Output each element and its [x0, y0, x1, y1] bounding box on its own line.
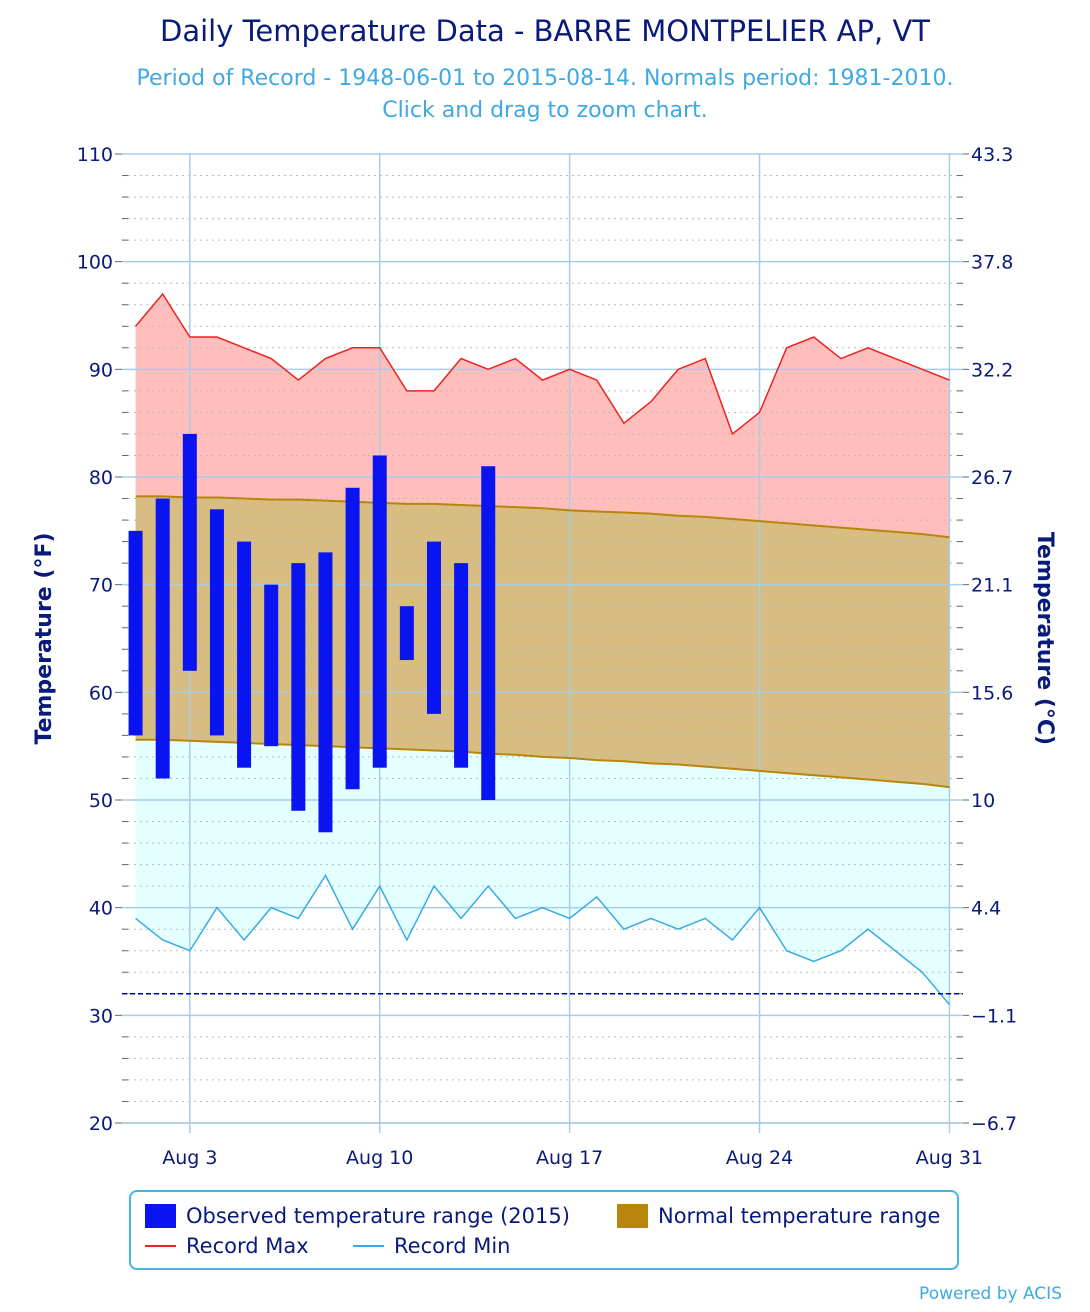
observed-bar[interactable] — [264, 584, 279, 747]
y-tick-label-left: 40 — [89, 898, 113, 920]
y-tick-label-right: 10 — [971, 790, 995, 812]
y-tick-label-right: 26.7 — [971, 467, 1013, 489]
y-tick-label-right: 43.3 — [971, 144, 1013, 166]
observed-bar[interactable] — [209, 509, 224, 736]
chart-legend: Observed temperature range (2015) Normal… — [129, 1190, 959, 1270]
y-tick-label-right: −1.1 — [971, 1005, 1017, 1027]
legend-record-min-label: Record Min — [394, 1234, 511, 1258]
legend-record-min[interactable]: Record Min — [353, 1234, 511, 1258]
y-tick-label-right: 32.2 — [971, 359, 1013, 381]
observed-bar[interactable] — [399, 606, 414, 661]
observed-bar[interactable] — [237, 541, 252, 768]
legend-normal-label: Normal temperature range — [658, 1204, 941, 1228]
legend-normal-swatch — [617, 1204, 648, 1228]
y-axis-title-right: Temperature (°C) — [1032, 532, 1057, 745]
y-tick-label-left: 70 — [89, 575, 113, 597]
observed-bar[interactable] — [128, 530, 143, 736]
y-tick-label-left: 30 — [89, 1005, 113, 1027]
x-tick-label: Aug 3 — [162, 1147, 217, 1169]
legend-record-min-line — [353, 1245, 384, 1247]
legend-observed-swatch — [145, 1204, 176, 1228]
y-tick-label-right: 21.1 — [971, 575, 1013, 597]
observed-bar[interactable] — [318, 552, 333, 833]
observed-bar[interactable] — [155, 498, 170, 779]
legend-observed[interactable]: Observed temperature range (2015) — [145, 1204, 570, 1228]
observed-bar[interactable] — [182, 433, 197, 671]
record-max-line — [134, 292, 950, 436]
normal-max-line — [135, 495, 950, 539]
chart-title: Daily Temperature Data - BARRE MONTPELIE… — [159, 14, 930, 48]
x-tick-label: Aug 24 — [726, 1147, 793, 1169]
observed-bars — [128, 433, 496, 833]
legend-observed-label: Observed temperature range (2015) — [186, 1204, 570, 1228]
powered-by-credit[interactable]: Powered by ACIS — [919, 1284, 1062, 1304]
x-tick-label: Aug 10 — [346, 1147, 413, 1169]
y-tick-label-right: 37.8 — [971, 252, 1013, 274]
y-tick-label-right: −6.7 — [971, 1113, 1017, 1135]
chart-subtitle-zoom-hint: Click and drag to zoom chart. — [382, 98, 708, 123]
y-tick-label-left: 80 — [89, 467, 113, 489]
y-tick-label-left: 20 — [89, 1113, 113, 1135]
legend-record-max-label: Record Max — [186, 1234, 309, 1258]
record-min-line — [135, 873, 951, 1006]
observed-bar[interactable] — [345, 487, 360, 790]
observed-bar[interactable] — [481, 466, 496, 800]
y-tick-label-left: 110 — [77, 144, 113, 166]
y-tick-label-left: 100 — [77, 252, 113, 274]
legend-record-max[interactable]: Record Max — [145, 1234, 309, 1258]
grid-lines — [122, 153, 963, 1124]
normal-range-fill — [135, 496, 950, 788]
chart-subtitle-period: Period of Record - 1948-06-01 to 2015-08… — [136, 66, 954, 91]
y-tick-label-right: 15.6 — [971, 682, 1013, 704]
x-tick-label: Aug 17 — [536, 1147, 603, 1169]
observed-bar[interactable] — [426, 541, 441, 714]
observed-bar[interactable] — [454, 563, 469, 768]
y-tick-label-right: 4.4 — [971, 898, 1001, 920]
legend-normal[interactable]: Normal temperature range — [617, 1204, 940, 1228]
y-axis-title-left: Temperature (°F) — [32, 532, 57, 744]
observed-bar[interactable] — [372, 455, 387, 768]
y-tick-label-left: 90 — [89, 359, 113, 381]
axes: 20 30 40 50 60 70 80 90 100 110 −6.7 −1.1 4.4 10 15.6 2… — [32, 144, 1057, 1169]
record-min-fill — [135, 739, 950, 1005]
x-tick-label: Aug 31 — [916, 1147, 983, 1169]
y-tick-label-left: 60 — [89, 682, 113, 704]
legend-record-max-line — [145, 1245, 176, 1247]
observed-bar[interactable] — [291, 563, 306, 811]
y-tick-label-left: 50 — [89, 790, 113, 812]
